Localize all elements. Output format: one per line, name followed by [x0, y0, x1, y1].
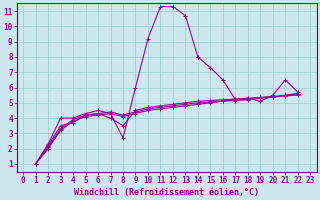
X-axis label: Windchill (Refroidissement éolien,°C): Windchill (Refroidissement éolien,°C): [74, 188, 259, 197]
